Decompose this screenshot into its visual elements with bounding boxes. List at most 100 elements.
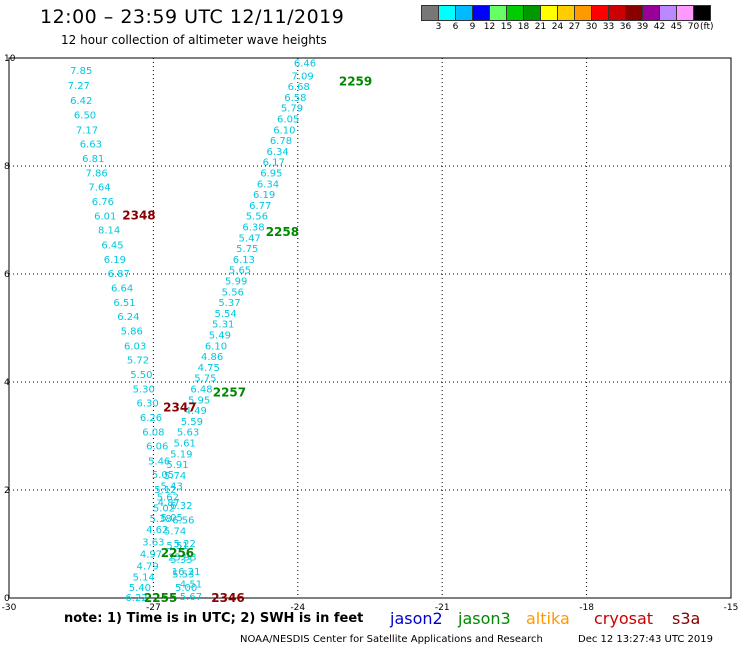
- wave-height-point: 6.19: [253, 190, 275, 201]
- wave-height-point: 5.33: [170, 555, 192, 566]
- wave-height-point: 5.75: [236, 244, 258, 255]
- wave-height-point: 4.62: [146, 525, 168, 536]
- wave-height-point: 5.50: [130, 370, 152, 381]
- wave-height-point: 6.50: [74, 111, 96, 122]
- wave-height-point: 5.49: [209, 330, 231, 341]
- y-tick-label: 0: [4, 594, 10, 604]
- wave-height-point: 5.46: [148, 456, 170, 467]
- wave-height-point: 6.64: [111, 284, 133, 295]
- wave-height-point: 6.10: [273, 125, 295, 136]
- colorbar-tick-label: 12: [483, 22, 496, 32]
- colorbar-tick-label: 9: [469, 22, 476, 32]
- wave-height-point: 5.74: [164, 471, 186, 482]
- wave-height-point: 5.51: [166, 541, 188, 552]
- x-tick-label: -15: [724, 603, 739, 613]
- wave-height-point: 6.77: [249, 201, 271, 212]
- wave-height-point: 5.61: [174, 438, 196, 449]
- colorbar-swatch: [693, 5, 711, 21]
- wave-height-point: 6.56: [172, 516, 194, 527]
- wave-height-point: 5.14: [133, 572, 155, 583]
- colorbar-tick-label: 45: [670, 22, 683, 32]
- wave-height-point: 5.62: [157, 492, 179, 503]
- wave-height-point: 5.47: [239, 233, 261, 244]
- wave-height-point: 5.30: [133, 384, 155, 395]
- wave-height-point: 6.63: [80, 139, 102, 150]
- wave-height-point: 3.63: [142, 537, 164, 548]
- wave-height-point: 6.68: [288, 82, 310, 93]
- wave-height-point: 6.46: [294, 58, 316, 69]
- wave-height-point: 5.67: [180, 592, 202, 603]
- y-tick-label: 10: [4, 54, 16, 64]
- legend-item-jason3: jason3: [458, 609, 511, 628]
- wave-height-point: 5.99: [225, 276, 247, 287]
- wave-height-point: 6.76: [92, 197, 114, 208]
- pass-time-label: 2347: [163, 400, 196, 414]
- page-title: 12:00 – 23:59 UTC 12/11/2019: [40, 6, 345, 28]
- wave-height-point: 5.54: [214, 309, 236, 320]
- legend-item-s3a: s3a: [672, 609, 701, 628]
- wave-height-point: 7.85: [70, 66, 92, 77]
- wave-height-point: 6.17: [263, 158, 285, 169]
- y-tick-label: 8: [4, 162, 10, 172]
- wave-height-point: 5.91: [166, 460, 188, 471]
- wave-height-point: 6.58: [284, 93, 306, 104]
- wave-height-point: 5.38: [149, 514, 171, 525]
- legend-item-jason2: jason2: [390, 609, 443, 628]
- credit-text: NOAA/NESDIS Center for Satellite Applica…: [240, 634, 543, 645]
- wave-height-point: 6.32: [170, 501, 192, 512]
- pass-time-label: 2259: [339, 75, 372, 89]
- wave-height-point: 5.02: [153, 503, 175, 514]
- wave-height-point: 6.78: [270, 136, 292, 147]
- wave-height-point: 5.40: [129, 583, 151, 594]
- wave-height-point: 6.13: [233, 255, 255, 266]
- colorbar-tick-label: 18: [517, 22, 530, 32]
- wave-height-point: 4.86: [201, 352, 223, 363]
- pass-time-label: 2348: [122, 209, 155, 223]
- colorbar-tick-label: 70: [687, 22, 700, 32]
- colorbar-tick-label: 30: [585, 22, 598, 32]
- wave-height-point: 4.87: [158, 498, 180, 509]
- wave-height-point: 5.79: [281, 104, 303, 115]
- wave-height-point: 5.95: [188, 395, 210, 406]
- wave-height-point: 6.51: [113, 298, 135, 309]
- wave-height-point: 5.05: [161, 513, 183, 524]
- colorbar-tick-label: 3: [435, 22, 442, 32]
- wave-height-point: 5.12: [154, 485, 176, 496]
- colorbar-tick-label: 21: [534, 22, 547, 32]
- wave-height-point: 5.19: [170, 449, 192, 460]
- wave-height-point: 5.72: [127, 355, 149, 366]
- wave-height-point: 4.79: [136, 562, 158, 573]
- wave-height-point: 5.22: [174, 539, 196, 550]
- wave-height-point: 4.75: [198, 363, 220, 374]
- wave-height-point: 5.74: [164, 527, 186, 538]
- wave-height-point: 5.31: [212, 320, 234, 331]
- wave-height-point: 6.81: [82, 154, 104, 165]
- wave-height-point: 5.05: [152, 470, 174, 481]
- colorbar-tick-label: 15: [500, 22, 513, 32]
- wave-height-point: 6.87: [108, 269, 130, 280]
- pass-time-label: 2256: [161, 546, 194, 560]
- wave-height-point: 6.38: [242, 222, 264, 233]
- wave-height-point: 7.86: [85, 168, 107, 179]
- wave-height-point: 5.56: [222, 287, 244, 298]
- wave-height-point: 5.86: [121, 327, 143, 338]
- wave-height-point: 5.56: [246, 212, 268, 223]
- x-tick-label: -27: [146, 603, 161, 613]
- colorbar-tick-label: 39: [636, 22, 649, 32]
- pass-time-label: 2255: [144, 591, 177, 605]
- wave-height-point: 16.21: [172, 567, 201, 578]
- wave-height-point: 25.93: [168, 552, 197, 563]
- wave-height-point: 6.03: [124, 341, 146, 352]
- wave-height-point: 5.59: [181, 417, 203, 428]
- x-tick-label: -21: [435, 603, 450, 613]
- colorbar-tick-label: 27: [568, 22, 581, 32]
- wave-height-point: 4.97: [140, 550, 162, 561]
- wave-height-point: 7.09: [291, 71, 313, 82]
- wave-height-point: 7.64: [88, 183, 110, 194]
- wave-height-point: 8.14: [98, 226, 120, 237]
- wave-height-point: 5.63: [177, 428, 199, 439]
- colorbar-tick-label: 33: [602, 22, 615, 32]
- wave-height-point: 6.26: [140, 413, 162, 424]
- wave-height-point: 7.27: [68, 81, 90, 92]
